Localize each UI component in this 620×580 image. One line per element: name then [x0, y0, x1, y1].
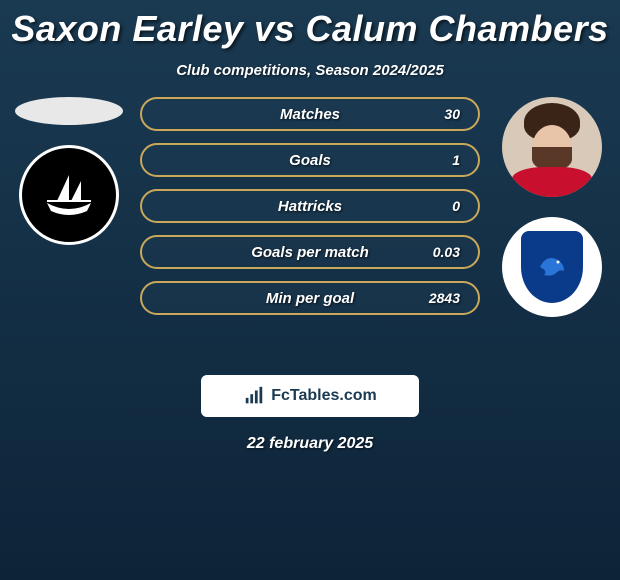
plymouth-ship-icon — [37, 163, 101, 227]
brand-badge: FcTables.com — [201, 375, 419, 417]
stat-row: Min per goal 2843 — [140, 281, 480, 315]
stat-right-value: 2843 — [429, 290, 460, 306]
stat-row: Goals 1 — [140, 143, 480, 177]
stat-row: Goals per match 0.03 — [140, 235, 480, 269]
chart-icon — [243, 385, 265, 407]
left-club-logo — [19, 145, 119, 245]
left-player-placeholder — [15, 97, 123, 125]
stat-row: Matches 30 — [140, 97, 480, 131]
stat-label: Hattricks — [278, 198, 342, 215]
stat-right-value: 30 — [444, 106, 460, 122]
stat-right-value: 0 — [452, 198, 460, 214]
stat-right-value: 1 — [452, 152, 460, 168]
stat-row: Hattricks 0 — [140, 189, 480, 223]
stat-label: Matches — [280, 106, 340, 123]
stat-right-value: 0.03 — [433, 244, 460, 260]
right-player-column — [489, 97, 614, 317]
right-player-photo — [502, 97, 602, 197]
footer-date: 22 february 2025 — [0, 435, 620, 453]
stat-label: Goals — [289, 152, 331, 169]
right-club-logo — [502, 217, 602, 317]
left-player-column — [6, 97, 131, 245]
page-subtitle: Club competitions, Season 2024/2025 — [0, 62, 620, 79]
cardiff-bird-icon — [534, 249, 570, 285]
brand-text: FcTables.com — [271, 387, 377, 405]
stats-list: Matches 30 Goals 1 Hattricks 0 Goals per… — [140, 97, 480, 315]
page-title: Saxon Earley vs Calum Chambers — [0, 0, 620, 50]
comparison-area: Matches 30 Goals 1 Hattricks 0 Goals per… — [0, 97, 620, 357]
stat-label: Min per goal — [266, 290, 354, 307]
stat-label: Goals per match — [251, 244, 369, 261]
